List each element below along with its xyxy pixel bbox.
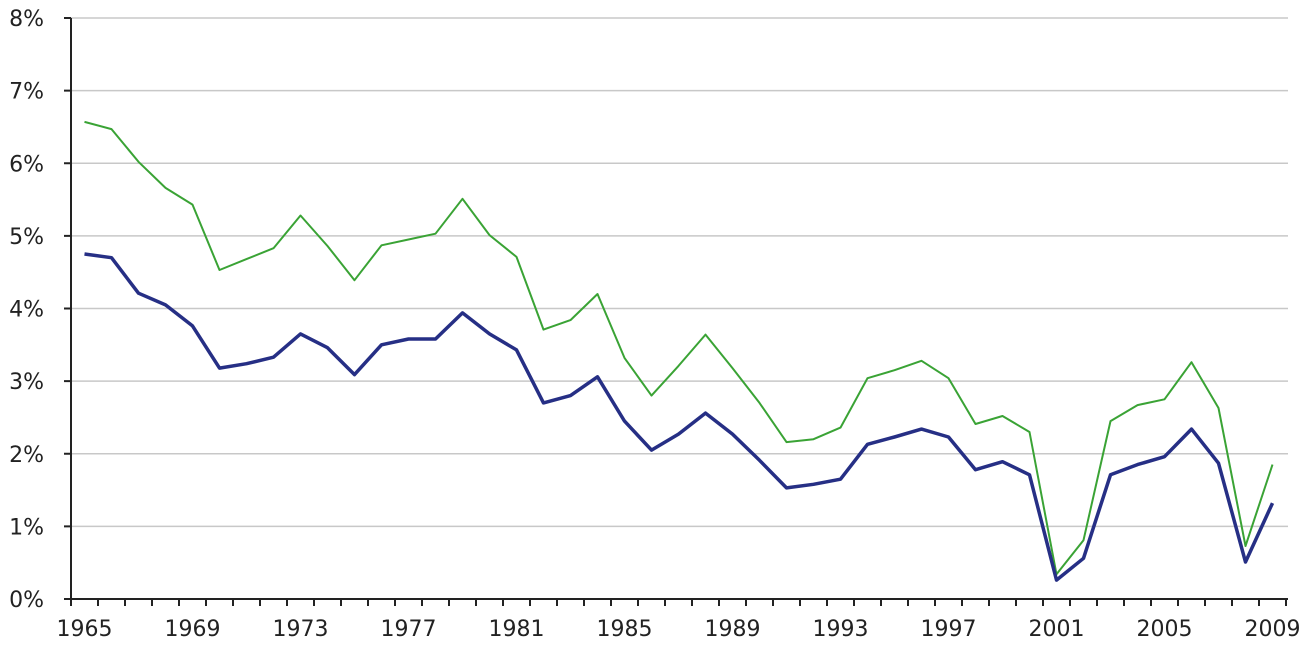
x-tick-label: 2009	[1245, 617, 1301, 642]
series-lines	[84, 122, 1272, 580]
y-tick-label: 8%	[9, 7, 44, 32]
x-tick-label: 1965	[57, 617, 113, 642]
y-tick-label: 1%	[9, 515, 44, 540]
x-tick-label: 2005	[1137, 617, 1193, 642]
y-tick-label: 2%	[9, 443, 44, 468]
x-tick-label: 1985	[597, 617, 653, 642]
y-tick-label: 7%	[9, 80, 44, 105]
x-tick-label: 1981	[489, 617, 545, 642]
x-tick-label: 1973	[273, 617, 329, 642]
gridlines	[71, 18, 1288, 526]
x-tick-label: 1969	[165, 617, 221, 642]
y-axis-ticks: 0% 1% 2% 3% 4% 5% 6% 7% 8%	[9, 7, 71, 613]
y-tick-label: 4%	[9, 298, 44, 323]
x-tick-label: 1997	[921, 617, 977, 642]
series-line-1	[85, 122, 1273, 574]
y-tick-label: 6%	[9, 152, 44, 177]
x-tick-label: 1977	[381, 617, 437, 642]
x-tick-label: 1993	[813, 617, 869, 642]
y-tick-label: 0%	[9, 588, 44, 613]
series-line-2	[85, 254, 1273, 580]
x-tick-label: 2001	[1029, 617, 1085, 642]
x-tick-label: 1989	[705, 617, 761, 642]
x-axis-ticks: 1965 1969 1973 1977 1981 1985 1989 1993 1997 2001…	[57, 599, 1301, 642]
y-tick-label: 3%	[9, 370, 44, 395]
y-tick-label: 5%	[9, 225, 44, 250]
